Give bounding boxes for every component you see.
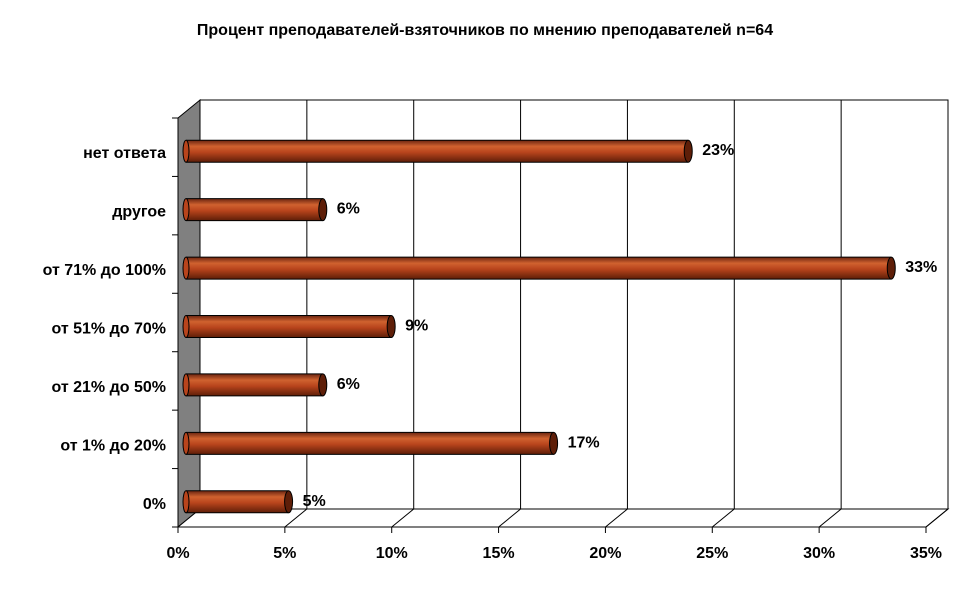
bar-cap-right [549,431,559,455]
bar [182,373,328,397]
plot-floor [176,508,950,528]
category-label: нет ответа [83,145,166,162]
bar-body [186,198,323,221]
bar-cap-left [182,139,190,163]
x-tick-label: 20% [589,545,621,562]
floor-gridline [711,508,735,528]
bar [182,431,559,455]
floor-gridline [284,508,308,528]
bar [182,198,328,222]
data-label: 6% [337,376,360,393]
data-label: 17% [568,434,600,451]
floor-gridline [498,508,521,528]
category-label: от 51% до 70% [51,321,166,338]
bar-body [186,432,554,455]
data-label: 9% [405,318,428,335]
category-label: 0% [143,496,166,513]
category-label: от 21% до 50% [51,379,166,396]
bar [182,490,294,514]
data-label: 6% [337,201,360,218]
bar-cap-left [182,256,190,280]
bar-cap-left [182,198,190,222]
floor-gridline [925,508,949,528]
category-label: другое [112,204,166,221]
data-label: 5% [303,493,326,510]
x-tick-label: 0% [166,545,189,562]
data-label: 33% [905,259,937,276]
chart-title: Процент преподавателей-взяточников по мн… [196,22,774,39]
plot-side-wall [177,98,201,529]
floor-gridline [391,508,415,528]
bar-cap-left [182,490,190,514]
bar-cap-left [182,373,190,397]
x-tick-label: 15% [483,545,515,562]
bar-cap-right [318,373,328,397]
bar [182,315,396,338]
bar-body [186,373,323,396]
bar-body [186,315,392,338]
floor-gridline [818,508,842,528]
x-tick-label: 5% [273,545,296,562]
bar [182,139,693,163]
x-tick-label: 35% [910,545,942,562]
bar-cap-right [284,490,294,514]
bar [182,256,896,280]
data-label: 23% [702,142,734,159]
bar-cap-right [683,139,693,163]
bar-cap-left [182,315,190,338]
x-tick-label: 25% [696,545,728,562]
bar-cap-right [386,315,396,338]
x-tick-label: 10% [376,545,408,562]
bar-body [186,490,289,513]
x-tick-label: 30% [803,545,835,562]
bar-cap-left [182,431,190,455]
category-label: от 71% до 100% [43,262,166,279]
category-label: от 1% до 20% [60,437,166,454]
bar-cap-right [318,198,328,222]
floor-gridline [605,508,628,528]
bar-body [186,257,892,280]
bar-body [186,140,689,163]
bar-cap-right [886,256,896,280]
